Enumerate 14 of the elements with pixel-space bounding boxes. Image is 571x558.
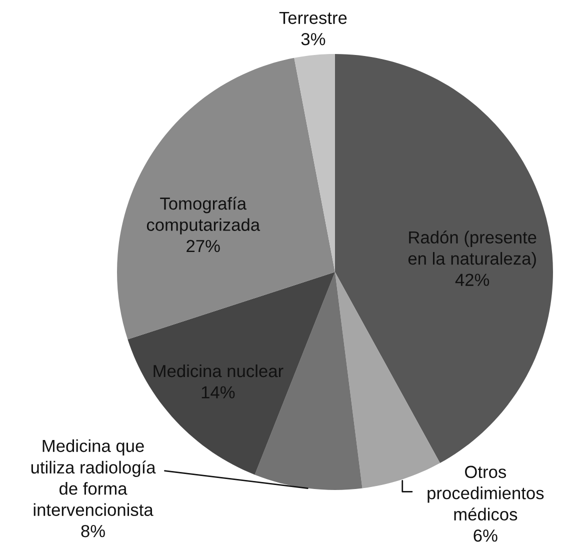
slice-label: Medicina que utiliza radiología de forma intervencionista (31, 439, 156, 516)
data-label: 6% (474, 529, 498, 542)
pie-slice (117, 58, 335, 340)
pie-slice (335, 54, 553, 464)
slice-label: Otros procedimientos médicos (428, 466, 544, 521)
data-label: 42% (455, 274, 490, 286)
data-label: 3% (301, 32, 326, 46)
pie-slice (294, 54, 335, 272)
data-label: 8% (81, 524, 105, 538)
data-label: 27% (186, 240, 220, 252)
slice-label: Radón (presente en la naturaleza) (408, 230, 536, 268)
slice-label: Tomografía computarizada (146, 196, 260, 234)
slice-label: Terrestre (279, 12, 347, 24)
pie-slice (335, 272, 440, 488)
